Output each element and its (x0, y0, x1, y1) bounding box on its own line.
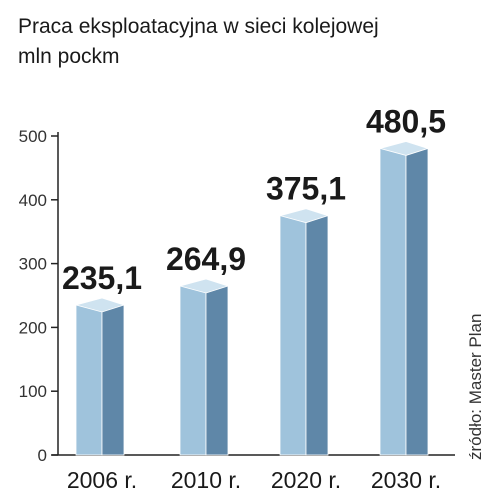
y-tick-label: 300 (19, 255, 47, 274)
bar-side-0 (101, 304, 125, 456)
bar-side-3 (405, 148, 429, 456)
y-tick-label: 0 (38, 446, 47, 465)
label-layer: 235,1 2006 r. 264,9 2010 r. 375,1 2020 r. 480,… (62, 103, 446, 493)
y-tick-label: 100 (19, 382, 47, 401)
chart-subtitle: mln pockm (18, 45, 120, 68)
chart-title: Praca eksploatacyjna w sieci kolejowej (18, 15, 379, 38)
bar-top-0 (74, 297, 126, 313)
category-label-1: 2010 r. (171, 467, 241, 493)
source-note: źródło: Master Plan (466, 290, 496, 500)
value-label-0: 235,1 (62, 260, 142, 296)
y-tick-label: 500 (19, 127, 47, 146)
y-tick-label: 400 (19, 191, 47, 210)
bar-front-2 (279, 215, 307, 456)
bar-top-2 (278, 208, 330, 224)
bar-front-3 (379, 148, 407, 456)
bar-front-0 (75, 304, 103, 456)
category-label-3: 2030 r. (371, 467, 441, 493)
value-label-2: 375,1 (266, 171, 346, 207)
bar-layer (74, 141, 430, 456)
bar-top-1 (178, 278, 230, 294)
category-label-0: 2006 r. (67, 467, 137, 493)
value-label-1: 264,9 (166, 241, 246, 277)
bar-top-3 (378, 141, 430, 156)
y-tick-label: 200 (19, 318, 47, 337)
bar-side-2 (305, 215, 329, 456)
value-label-3: 480,5 (366, 103, 446, 139)
category-label-2: 2020 r. (271, 467, 341, 493)
bar-front-1 (179, 285, 207, 456)
source-text: źródło: Master Plan (466, 313, 485, 460)
bar-side-1 (205, 285, 229, 456)
